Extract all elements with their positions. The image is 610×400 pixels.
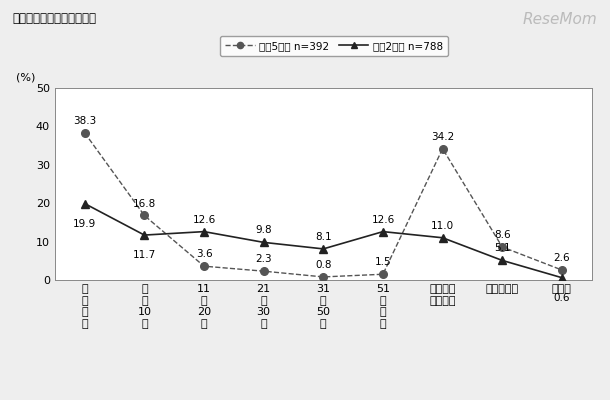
Text: 3.6: 3.6 [196, 249, 212, 259]
Text: 34.2: 34.2 [431, 132, 454, 142]
Text: 2.6: 2.6 [553, 253, 570, 263]
Text: 16.8: 16.8 [133, 198, 156, 208]
Text: 9.8: 9.8 [256, 226, 272, 236]
Text: 11.7: 11.7 [133, 250, 156, 260]
Y-axis label: (%): (%) [16, 72, 35, 82]
Text: 【１日のメール送受信数】: 【１日のメール送受信数】 [12, 12, 96, 25]
Text: 2.3: 2.3 [256, 254, 272, 264]
Text: 12.6: 12.6 [192, 215, 216, 225]
Text: 8.1: 8.1 [315, 232, 332, 242]
Text: 5.1: 5.1 [494, 244, 511, 254]
Text: 11.0: 11.0 [431, 221, 454, 231]
Text: 1.5: 1.5 [375, 257, 391, 267]
Text: 0.8: 0.8 [315, 260, 332, 270]
Text: 38.3: 38.3 [73, 116, 96, 126]
Text: 0.6: 0.6 [554, 293, 570, 303]
Text: ReseMom: ReseMom [523, 12, 598, 27]
Text: 12.6: 12.6 [371, 215, 395, 225]
Text: 8.6: 8.6 [494, 230, 511, 240]
Legend: 小学5年生 n=392, 中学2年生 n=788: 小学5年生 n=392, 中学2年生 n=788 [220, 36, 448, 56]
Text: 19.9: 19.9 [73, 219, 96, 229]
